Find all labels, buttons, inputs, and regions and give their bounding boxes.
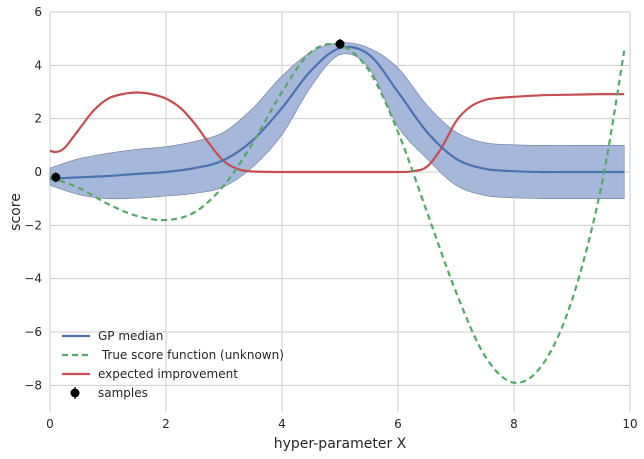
legend-label: True score function (unknown) bbox=[98, 348, 284, 362]
tick-labels: 0 2 4 6 8 10 −8 −6 −4 −2 0 2 4 6 bbox=[24, 5, 637, 431]
y-tick-label: −2 bbox=[24, 218, 42, 232]
y-axis-label: score bbox=[8, 193, 24, 231]
sample-point bbox=[335, 39, 345, 49]
y-tick-label: 2 bbox=[34, 112, 42, 126]
series-line-true-score bbox=[49, 42, 626, 384]
x-tick-label: 4 bbox=[278, 417, 286, 431]
y-tick-label: 6 bbox=[34, 5, 42, 19]
y-tick-label: −8 bbox=[24, 378, 42, 392]
x-tick-label: 6 bbox=[394, 417, 402, 431]
sample-points bbox=[51, 39, 345, 183]
legend-label: expected improvement bbox=[98, 367, 238, 381]
y-tick-label: 0 bbox=[34, 165, 42, 179]
series-line-expected-improvement bbox=[49, 91, 625, 174]
confidence-band bbox=[49, 42, 625, 200]
plot-background bbox=[50, 12, 630, 412]
legend-label: samples bbox=[98, 386, 148, 400]
y-tick-label: −6 bbox=[24, 325, 42, 339]
y-tick-label: −4 bbox=[24, 272, 42, 286]
legend: GP median True score function (unknown) e… bbox=[62, 329, 284, 400]
x-tick-label: 2 bbox=[162, 417, 170, 431]
x-axis-label: hyper-parameter X bbox=[274, 436, 407, 452]
y-tick-label: 4 bbox=[34, 58, 42, 72]
legend-marker-samples bbox=[70, 388, 80, 398]
gp-confidence-band bbox=[49, 42, 625, 200]
sample-point bbox=[51, 172, 61, 182]
x-tick-label: 10 bbox=[622, 417, 637, 431]
x-tick-label: 8 bbox=[510, 417, 518, 431]
legend-label: GP median bbox=[98, 329, 163, 343]
x-tick-label: 0 bbox=[46, 417, 54, 431]
